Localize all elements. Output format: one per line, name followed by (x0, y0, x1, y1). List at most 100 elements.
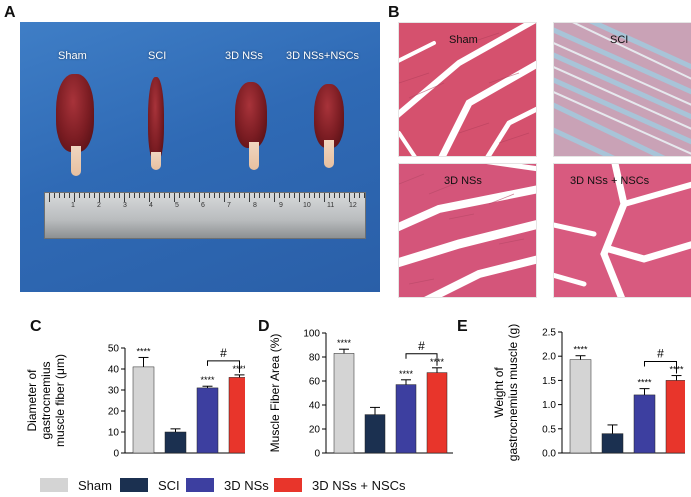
ruler-number: 12 (349, 202, 357, 209)
y-axis-label: Weight ofgastrocnemius muscle (g) (492, 324, 520, 461)
bracket-label: # (418, 339, 425, 353)
panel-label-e: E (457, 318, 468, 335)
ruler-tick (69, 193, 70, 198)
y-tick-label: 40 (108, 365, 120, 376)
panel-label-a: A (4, 4, 16, 21)
ruler-tick (249, 193, 250, 202)
ruler-tick (239, 193, 240, 198)
histology-3dnss-nscs: 3D NSs + NSCs (553, 163, 691, 298)
ruler-tick (149, 193, 150, 202)
muscle-photo: Sham SCI 3D NSs 3D NSs+NSCs 1 2 3 4 5 6 … (20, 22, 380, 292)
histology-label-3dnss: 3D NSs (444, 175, 482, 187)
ruler-tick (154, 193, 155, 198)
y-axis-label: Diameter ofgastrocnemiusmuscle fiber (μm… (25, 354, 67, 447)
y-tick-label: 80 (309, 353, 321, 364)
ruler-number: 6 (201, 202, 205, 209)
y-tick-label: 0 (113, 449, 119, 460)
legend-3dnss: 3D NSs (186, 476, 269, 494)
bar-3 (426, 372, 448, 454)
ruler-tick (169, 193, 170, 198)
ruler-tick (164, 193, 165, 198)
y-tick-label: 10 (108, 428, 120, 439)
y-tick-label: 50 (108, 344, 120, 355)
ruler-tick (359, 193, 360, 198)
ruler-tick (94, 193, 95, 198)
significance-label: **** (637, 378, 652, 388)
ruler-tick (269, 193, 270, 198)
muscle-sample-sham (56, 74, 94, 152)
y-axis-label-line: Weight of (492, 367, 506, 418)
panel-label-d: D (258, 318, 270, 335)
ruler-tick (194, 193, 195, 198)
y-axis-label-line: muscle fiber (μm) (53, 354, 67, 447)
tendon-3dnss (249, 142, 259, 170)
significance-label: **** (399, 369, 414, 379)
legend-label-3dnss: 3D NSs (224, 477, 269, 493)
y-tick-label: 2.5 (542, 328, 556, 339)
significance-label: **** (136, 346, 151, 356)
photo-label-3dnss: 3D NSs (225, 50, 263, 62)
ruler-tick (204, 193, 205, 198)
ruler-tick (159, 193, 160, 198)
y-tick-label: 20 (309, 425, 321, 436)
ruler-tick (264, 193, 265, 198)
ruler-tick (124, 193, 125, 202)
photo-label-sci: SCI (148, 50, 167, 62)
y-axis-label-line: Diameter of (25, 369, 39, 432)
muscle-fiber-texture (399, 164, 536, 297)
bar-3 (228, 377, 245, 454)
photo-label-sham: Sham (58, 50, 87, 62)
ruler-tick (59, 193, 60, 198)
ruler-tick (64, 193, 65, 198)
ruler: 1 2 3 4 5 6 7 8 9 10 11 12 (44, 192, 366, 239)
significance-label: **** (200, 375, 215, 385)
ruler-tick (199, 193, 200, 202)
ruler-tick (84, 193, 85, 198)
ruler-tick (334, 193, 335, 198)
ruler-number: 4 (149, 202, 153, 209)
legend-sham: Sham (40, 476, 112, 494)
y-tick-label: 1.5 (542, 376, 556, 387)
ruler-number: 9 (279, 202, 283, 209)
y-axis-label-line: gastrocnemius muscle (g) (506, 324, 520, 461)
ruler-tick (299, 193, 300, 202)
ruler-number: 2 (97, 202, 101, 209)
ruler-tick (254, 193, 255, 198)
chart-muscle-weight: Weight ofgastrocnemius muscle (g) 0.0 0.5 1… (492, 324, 685, 461)
chart-fiber-diameter: Diameter ofgastrocnemiusmuscle fiber (μm… (25, 344, 245, 460)
ruler-tick (174, 193, 175, 202)
bar-0 (333, 353, 355, 454)
ruler-number: 5 (175, 202, 179, 209)
muscle-sample-3dnss (235, 82, 267, 148)
tendon-3dnss-nscs (324, 140, 334, 168)
histology-sci: SCI (553, 22, 691, 157)
y-tick-label: 2.0 (542, 352, 556, 363)
ruler-tick (74, 193, 75, 202)
y-tick-label: 30 (108, 386, 120, 397)
ruler-tick (314, 193, 315, 198)
ruler-tick (119, 193, 120, 198)
ruler-tick (259, 193, 260, 198)
ruler-tick (129, 193, 130, 198)
panel-label-b: B (388, 4, 400, 21)
photo-label-3dnss-nscs: 3D NSs+NSCs (286, 50, 360, 62)
y-tick-label: 100 (303, 329, 320, 340)
ruler-tick (284, 193, 285, 198)
ruler-number: 11 (327, 202, 335, 209)
ruler-tick (289, 193, 290, 198)
bar-1 (601, 433, 624, 454)
y-tick-label: 1.0 (542, 400, 556, 411)
ruler-tick (229, 193, 230, 198)
ruler-tick (319, 193, 320, 198)
chart-fiber-area: Muscle Fiber Area (%) 0 20 40 60 80 100 **** ***… (268, 329, 453, 460)
ruler-tick (184, 193, 185, 198)
ruler-tick (189, 193, 190, 198)
ruler-tick (219, 193, 220, 198)
significance-label: **** (337, 338, 352, 348)
ruler-tick (364, 193, 365, 198)
legend-swatch-sham (40, 478, 68, 492)
y-tick-label: 0 (314, 449, 320, 460)
ruler-number: 10 (303, 202, 311, 209)
histology-label-3dnss-nscs: 3D NSs + NSCs (570, 175, 650, 187)
ruler-tick (214, 193, 215, 198)
